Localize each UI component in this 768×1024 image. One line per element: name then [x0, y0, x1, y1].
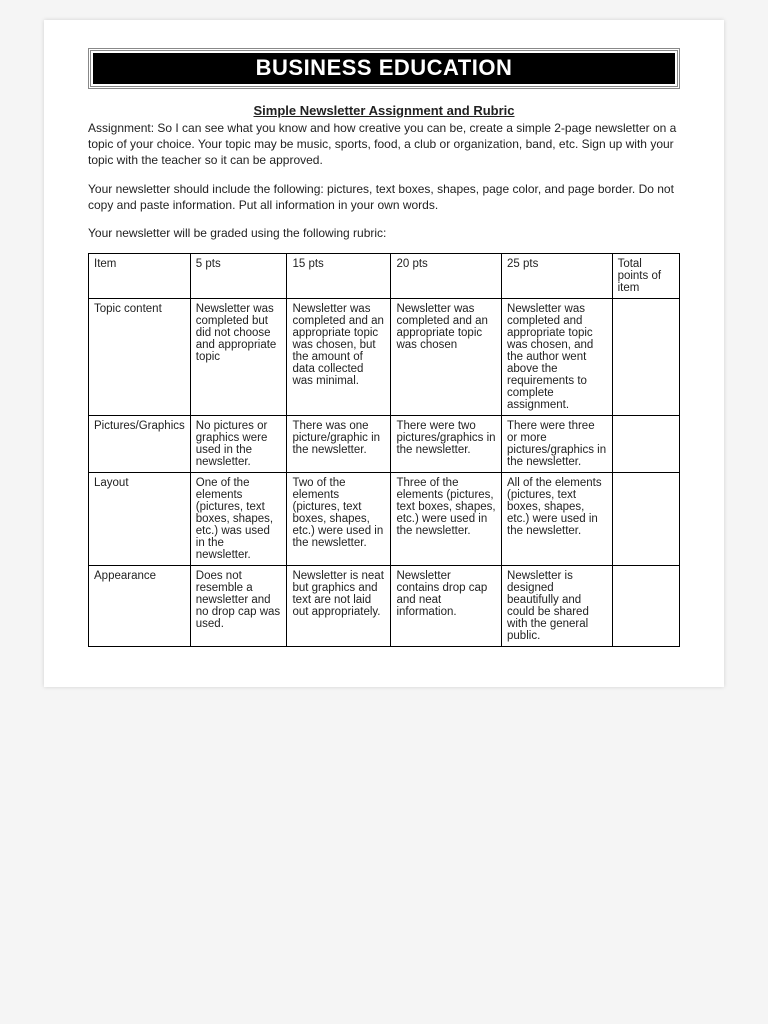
cell-5: One of the elements (pictures, text boxe… [190, 473, 287, 566]
table-row: Topic content Newsletter was completed b… [89, 299, 680, 416]
cell-total [612, 299, 679, 416]
cell-item: Topic content [89, 299, 191, 416]
requirements-paragraph: Your newsletter should include the follo… [88, 181, 680, 213]
assignment-paragraph: Assignment: So I can see what you know a… [88, 120, 680, 169]
banner-border: BUSINESS EDUCATION [88, 48, 680, 89]
cell-20: Newsletter contains drop cap and neat in… [391, 566, 502, 647]
cell-20: There were two pictures/graphics in the … [391, 416, 502, 473]
col-header-20pts: 20 pts [391, 254, 502, 299]
table-row: Pictures/Graphics No pictures or graphic… [89, 416, 680, 473]
col-header-25pts: 25 pts [502, 254, 613, 299]
cell-item: Layout [89, 473, 191, 566]
table-header-row: Item 5 pts 15 pts 20 pts 25 pts Total po… [89, 254, 680, 299]
cell-20: Newsletter was completed and an appropri… [391, 299, 502, 416]
table-row: Layout One of the elements (pictures, te… [89, 473, 680, 566]
col-header-item: Item [89, 254, 191, 299]
cell-25: All of the elements (pictures, text boxe… [502, 473, 613, 566]
cell-5: Does not resemble a newsletter and no dr… [190, 566, 287, 647]
page-banner: BUSINESS EDUCATION [93, 53, 675, 84]
rubric-intro-paragraph: Your newsletter will be graded using the… [88, 225, 680, 241]
cell-15: Newsletter was completed and an appropri… [287, 299, 391, 416]
cell-15: Two of the elements (pictures, text boxe… [287, 473, 391, 566]
rubric-table: Item 5 pts 15 pts 20 pts 25 pts Total po… [88, 253, 680, 647]
col-header-15pts: 15 pts [287, 254, 391, 299]
cell-25: Newsletter was completed and appropriate… [502, 299, 613, 416]
col-header-5pts: 5 pts [190, 254, 287, 299]
page-subtitle: Simple Newsletter Assignment and Rubric [88, 103, 680, 118]
cell-total [612, 566, 679, 647]
cell-total [612, 416, 679, 473]
cell-20: Three of the elements (pictures, text bo… [391, 473, 502, 566]
cell-5: No pictures or graphics were used in the… [190, 416, 287, 473]
col-header-total: Total points of item [612, 254, 679, 299]
document-page: BUSINESS EDUCATION Simple Newsletter Ass… [44, 20, 724, 687]
cell-item: Pictures/Graphics [89, 416, 191, 473]
table-row: Appearance Does not resemble a newslette… [89, 566, 680, 647]
cell-25: Newsletter is designed beautifully and c… [502, 566, 613, 647]
cell-item: Appearance [89, 566, 191, 647]
cell-15: There was one picture/graphic in the new… [287, 416, 391, 473]
cell-5: Newsletter was completed but did not cho… [190, 299, 287, 416]
cell-total [612, 473, 679, 566]
cell-25: There were three or more pictures/graphi… [502, 416, 613, 473]
cell-15: Newsletter is neat but graphics and text… [287, 566, 391, 647]
